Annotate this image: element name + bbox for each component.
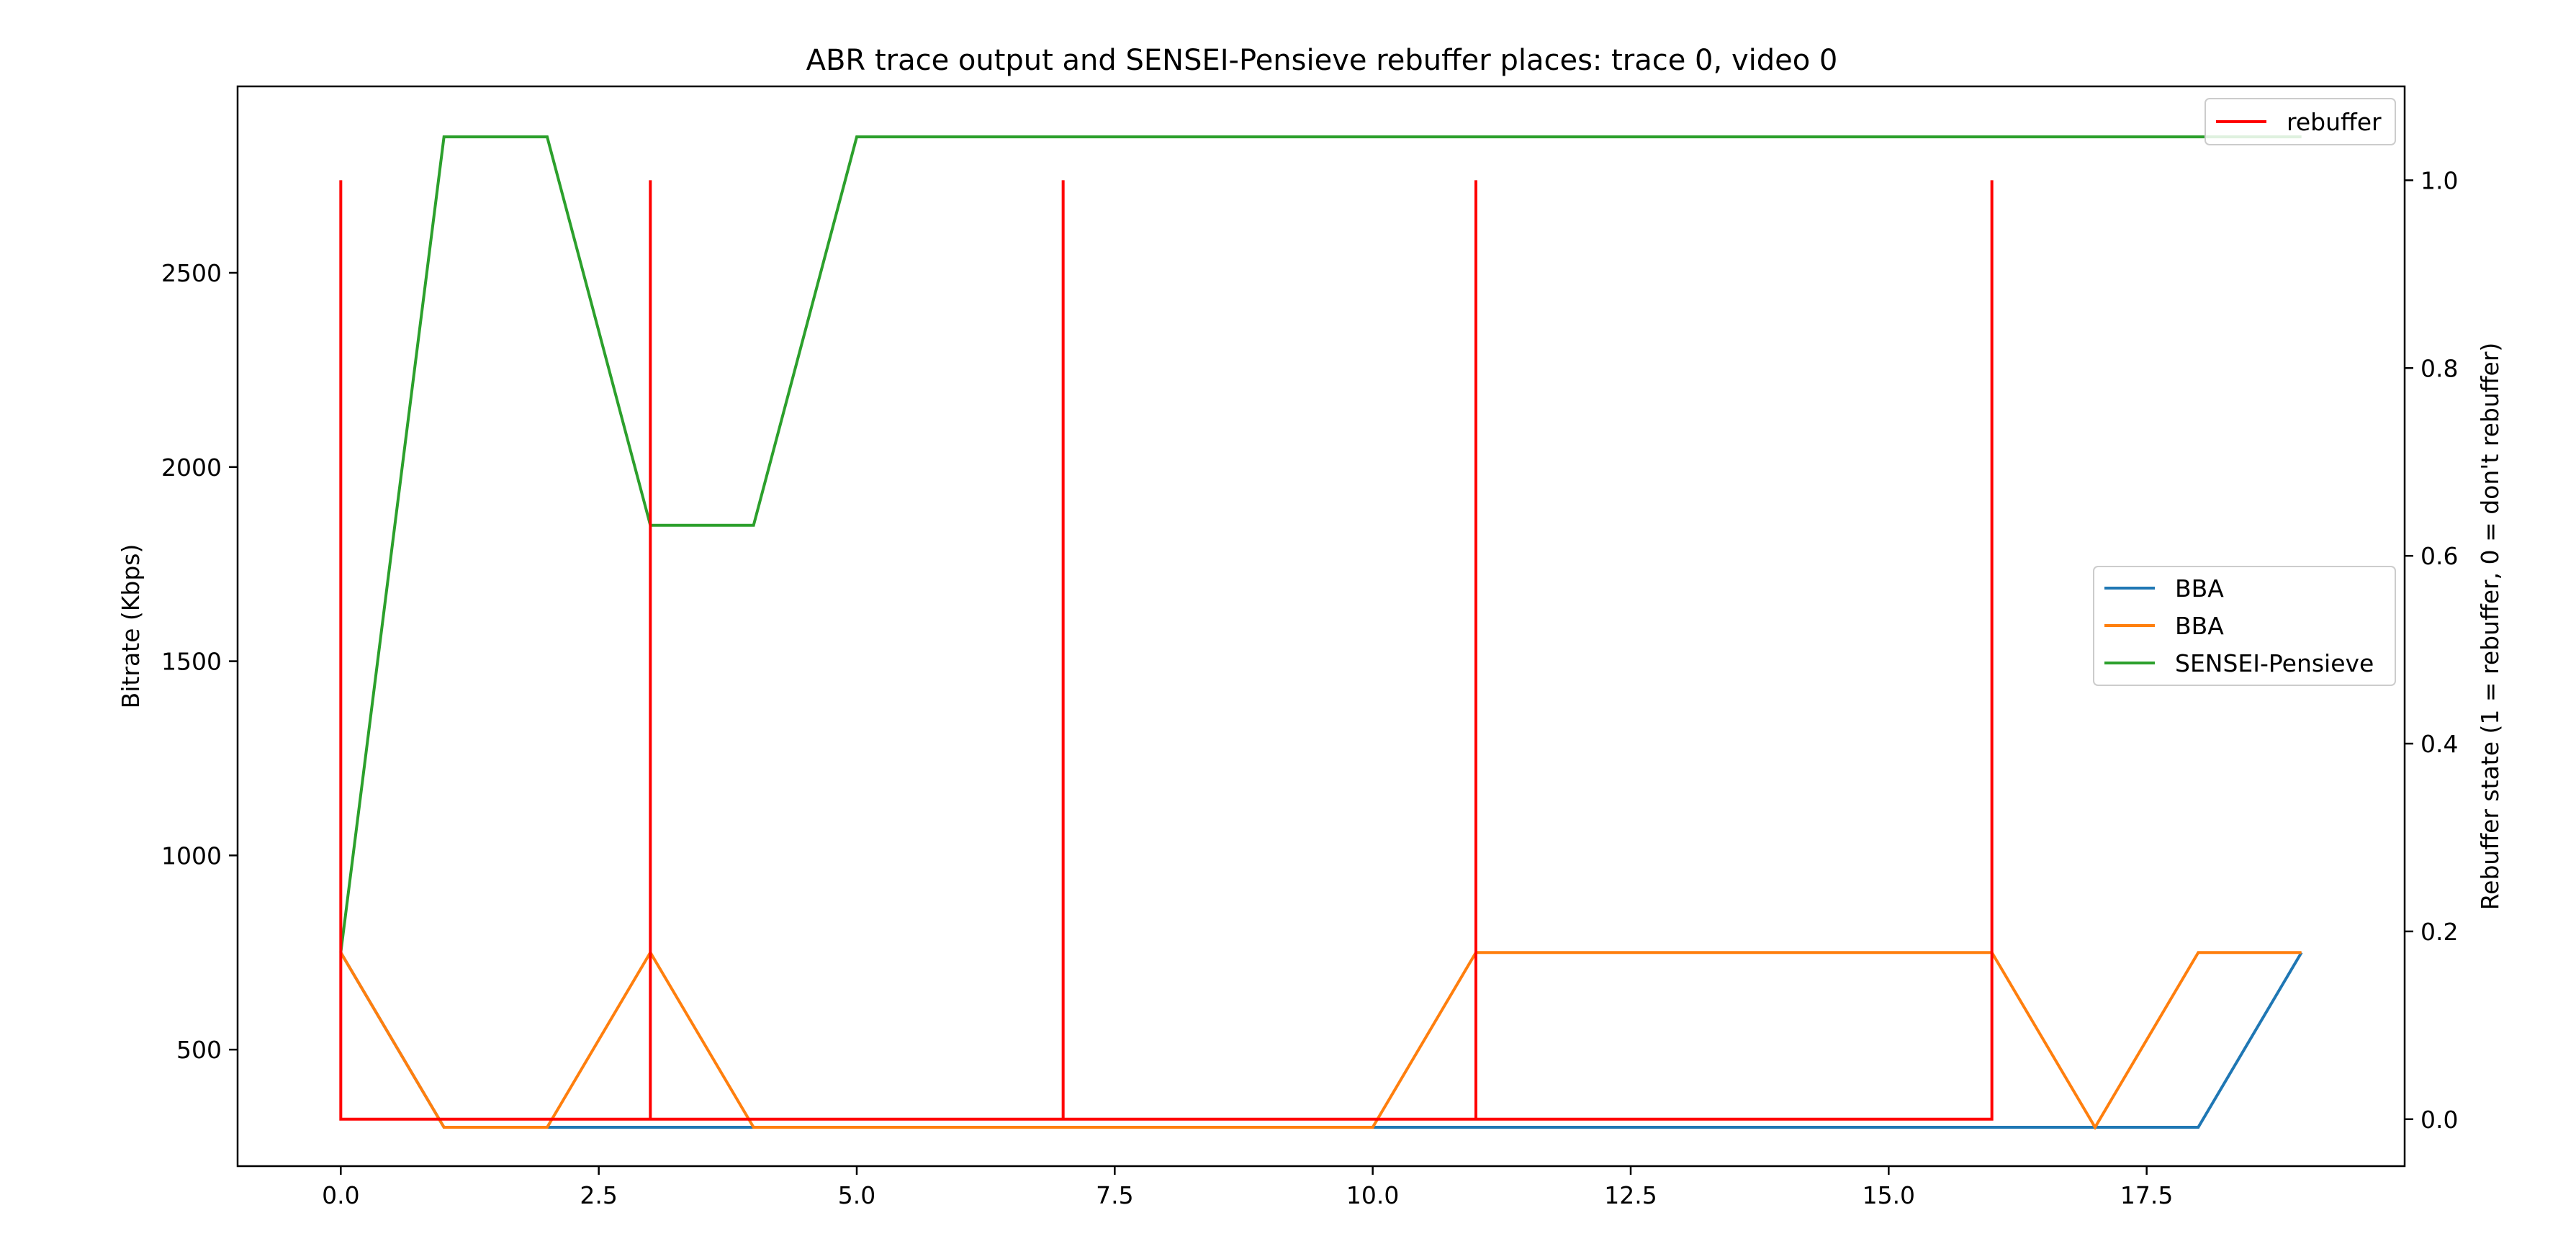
y-axis-right-label: Rebuffer state (1 = rebuffer, 0 = don't …	[2476, 343, 2504, 911]
legend-bitrate: BBA BBA SENSEI-Pensieve	[2093, 566, 2396, 686]
y-left-tick-label: 1500	[161, 648, 222, 676]
y-left-tick-label: 500	[176, 1036, 222, 1064]
legend-bitrate-frame	[2093, 566, 2396, 686]
x-tick-label: 5.0	[838, 1181, 875, 1209]
legend-label-sensei-pensieve: SENSEI-Pensieve	[2175, 649, 2374, 677]
y-left-tick-label: 1000	[161, 841, 222, 870]
y-right-tick-label: 1.0	[2420, 166, 2458, 194]
y-right-tick-label: 0.0	[2420, 1106, 2458, 1134]
x-tick-label: 12.5	[1604, 1181, 1657, 1209]
y-left-tick-label: 2000	[161, 453, 222, 482]
y-right-tick-label: 0.2	[2420, 918, 2458, 946]
y-left-tick-label: 2500	[161, 259, 222, 287]
y-right-tick-label: 0.6	[2420, 542, 2458, 570]
x-tick-label: 2.5	[580, 1181, 617, 1209]
y-right-tick-label: 0.8	[2420, 354, 2458, 382]
legend-rebuffer-frame	[2205, 98, 2396, 145]
y-axis-left-label: Bitrate (Kbps)	[117, 544, 145, 709]
x-tick-label: 7.5	[1096, 1181, 1133, 1209]
x-tick-label: 17.5	[2120, 1181, 2173, 1209]
series-line-sensei-pensieve	[339, 135, 2302, 953]
y-right-tick-label: 0.4	[2420, 730, 2458, 758]
x-tick-label: 10.0	[1346, 1181, 1399, 1209]
x-tick-label: 15.0	[1863, 1181, 1915, 1209]
x-tick-label: 0.0	[322, 1181, 359, 1209]
series-line-bba-orange	[339, 949, 2302, 1130]
legend-label-bba-orange: BBA	[2175, 612, 2224, 640]
x-axis: 0.0 2.5 5.0 7.5 10.0 12.5 15.0 17.5	[322, 1166, 2173, 1209]
y-axis-left: 500 1000 1500 2000 2500	[161, 259, 238, 1064]
series-line-rebuffer	[339, 180, 1994, 1121]
legend-label-rebuffer: rebuffer	[2287, 108, 2382, 136]
plot-frame	[236, 85, 2406, 1168]
legend-label-bba-blue: BBA	[2175, 574, 2224, 603]
y-axis-right: 0.0 0.2 0.4 0.6 0.8 1.0	[2405, 166, 2458, 1134]
chart-title: ABR trace output and SENSEI-Pensieve reb…	[806, 44, 1838, 77]
series-layer	[339, 135, 2303, 1130]
legend-rebuffer: rebuffer	[2205, 98, 2396, 145]
